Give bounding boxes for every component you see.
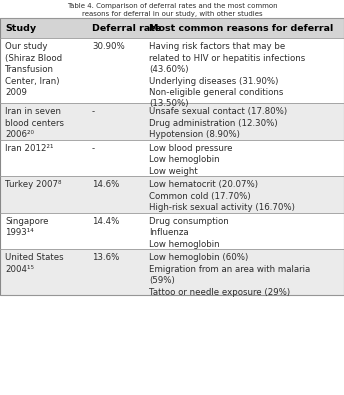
Bar [0, 140, 344, 176]
Text: 13.6%: 13.6% [92, 253, 119, 262]
Text: Low hematocrit (20.07%)
Common cold (17.70%)
High-risk sexual activity (16.70%): Low hematocrit (20.07%) Common cold (17.… [149, 180, 295, 212]
Bar [0, 38, 344, 103]
Text: Low hemoglobin (60%)
Emigration from an area with malaria
(59%)
Tattoo or needle: Low hemoglobin (60%) Emigration from an … [149, 253, 310, 297]
Text: Low blood pressure
Low hemoglobin
Low weight: Low blood pressure Low hemoglobin Low we… [149, 144, 233, 175]
Bar [0, 176, 344, 213]
Text: -: - [92, 144, 95, 152]
Text: Study: Study [5, 24, 36, 32]
Bar [0, 18, 344, 295]
Text: Iran 2012²¹: Iran 2012²¹ [5, 144, 54, 152]
Text: Having risk factors that may be
related to HIV or hepatitis infections
(43.60%)
: Having risk factors that may be related … [149, 42, 305, 108]
Text: Table 4. Comparison of deferral rates and the most common
reasons for deferral i: Table 4. Comparison of deferral rates an… [67, 3, 277, 17]
Text: Iran in seven
blood centers
2006²⁰: Iran in seven blood centers 2006²⁰ [5, 107, 64, 139]
Bar [0, 18, 344, 38]
Bar [0, 103, 344, 140]
Text: Turkey 2007⁸: Turkey 2007⁸ [5, 180, 61, 189]
Bar [0, 249, 344, 295]
Text: -: - [92, 107, 95, 116]
Text: 14.6%: 14.6% [92, 180, 119, 189]
Text: Unsafe sexual contact (17.80%)
Drug administration (12.30%)
Hypotension (8.90%): Unsafe sexual contact (17.80%) Drug admi… [149, 107, 287, 139]
Text: Singapore
1993¹⁴: Singapore 1993¹⁴ [5, 217, 49, 237]
Text: 14.4%: 14.4% [92, 217, 119, 226]
Text: Drug consumption
Influenza
Low hemoglobin: Drug consumption Influenza Low hemoglobi… [149, 217, 229, 248]
Text: United States
2004¹⁵: United States 2004¹⁵ [5, 253, 64, 274]
Bar [0, 213, 344, 249]
Text: Our study
(Shiraz Blood
Transfusion
Center, Iran)
2009: Our study (Shiraz Blood Transfusion Cent… [5, 42, 62, 97]
Text: 30.90%: 30.90% [92, 42, 125, 51]
Text: Deferral rate: Deferral rate [92, 24, 161, 32]
Text: Most common reasons for deferral: Most common reasons for deferral [149, 24, 333, 32]
